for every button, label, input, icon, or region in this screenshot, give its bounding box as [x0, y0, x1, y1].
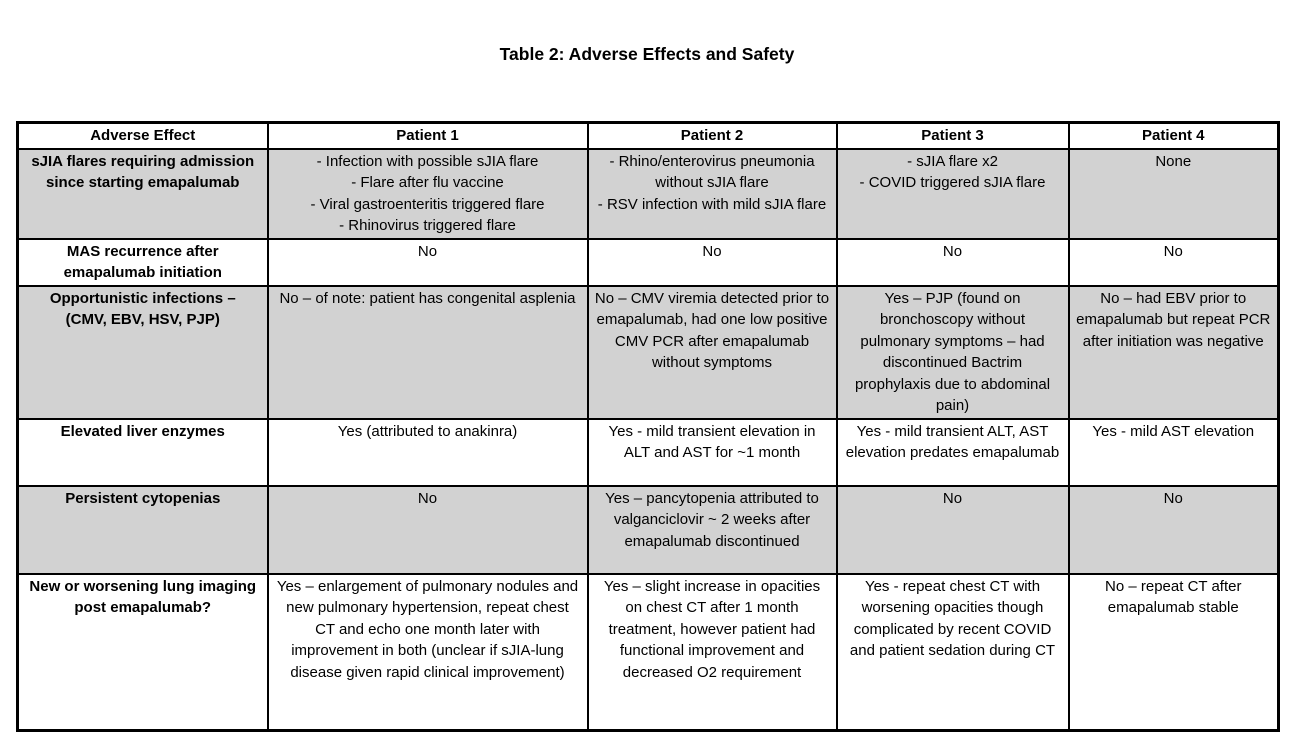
table-cell: - sJIA flare x2 - COVID triggered sJIA f… — [835, 147, 1070, 240]
table-row-sjia-flares: sJIA flares requiring admission since st… — [16, 147, 1280, 240]
column-header-patient-1: Patient 1 — [266, 121, 589, 150]
table-cell: No — [1067, 237, 1280, 287]
header-row: Adverse Effect Patient 1 Patient 2 Patie… — [16, 121, 1280, 150]
row-label-mas-recurrence: MAS recurrence after emapalumab initiati… — [16, 237, 269, 287]
table-row-opportunistic-infections: Opportunistic infections – (CMV, EBV, HS… — [16, 284, 1280, 420]
column-header-patient-2: Patient 2 — [586, 121, 838, 150]
table-cell: No — [835, 484, 1070, 575]
table-cell: Yes - repeat chest CT with worsening opa… — [835, 572, 1070, 732]
column-header-patient-4: Patient 4 — [1067, 121, 1280, 150]
table-cell: None — [1067, 147, 1280, 240]
table-cell: No — [835, 237, 1070, 287]
table-row-elevated-liver-enzymes: Elevated liver enzymes Yes (attributed t… — [16, 417, 1280, 487]
row-label-lung-imaging: New or worsening lung imaging post emapa… — [16, 572, 269, 732]
table-cell: - Infection with possible sJIA flare - F… — [266, 147, 589, 240]
table-row-mas-recurrence: MAS recurrence after emapalumab initiati… — [16, 237, 1280, 287]
table-cell: No — [266, 484, 589, 575]
column-header-adverse-effect: Adverse Effect — [16, 121, 269, 150]
table-cell: Yes – pancytopenia attributed to valganc… — [586, 484, 838, 575]
table-cell: No — [266, 237, 589, 287]
table-cell: - Rhino/enterovirus pneumonia without sJ… — [586, 147, 838, 240]
column-header-patient-3: Patient 3 — [835, 121, 1070, 150]
table-cell: No – repeat CT after emapalumab stable — [1067, 572, 1280, 732]
row-label-sjia-flares: sJIA flares requiring admission since st… — [16, 147, 269, 240]
table-cell: No – of note: patient has congenital asp… — [266, 284, 589, 420]
table-cell: Yes - mild transient ALT, AST elevation … — [835, 417, 1070, 487]
table-cell: Yes - mild transient elevation in ALT an… — [586, 417, 838, 487]
adverse-effects-table: Adverse Effect Patient 1 Patient 2 Patie… — [16, 121, 1280, 732]
table-cell: No – had EBV prior to emapalumab but rep… — [1067, 284, 1280, 420]
table-cell: No — [1067, 484, 1280, 575]
table-cell: Yes (attributed to anakinra) — [266, 417, 589, 487]
table-cell: No — [586, 237, 838, 287]
row-label-persistent-cytopenias: Persistent cytopenias — [16, 484, 269, 575]
row-label-elevated-liver-enzymes: Elevated liver enzymes — [16, 417, 269, 487]
table-cell: Yes - mild AST elevation — [1067, 417, 1280, 487]
table-cell: Yes – enlargement of pulmonary nodules a… — [266, 572, 589, 732]
table-row-persistent-cytopenias: Persistent cytopenias No Yes – pancytope… — [16, 484, 1280, 575]
table-cell: Yes – slight increase in opacities on ch… — [586, 572, 838, 732]
table-row-lung-imaging: New or worsening lung imaging post emapa… — [16, 572, 1280, 732]
table-cell: Yes – PJP (found on bronchoscopy without… — [835, 284, 1070, 420]
row-label-opportunistic-infections: Opportunistic infections – (CMV, EBV, HS… — [16, 284, 269, 420]
page-title: Table 2: Adverse Effects and Safety — [499, 44, 795, 64]
table-cell: No – CMV viremia detected prior to emapa… — [586, 284, 838, 420]
